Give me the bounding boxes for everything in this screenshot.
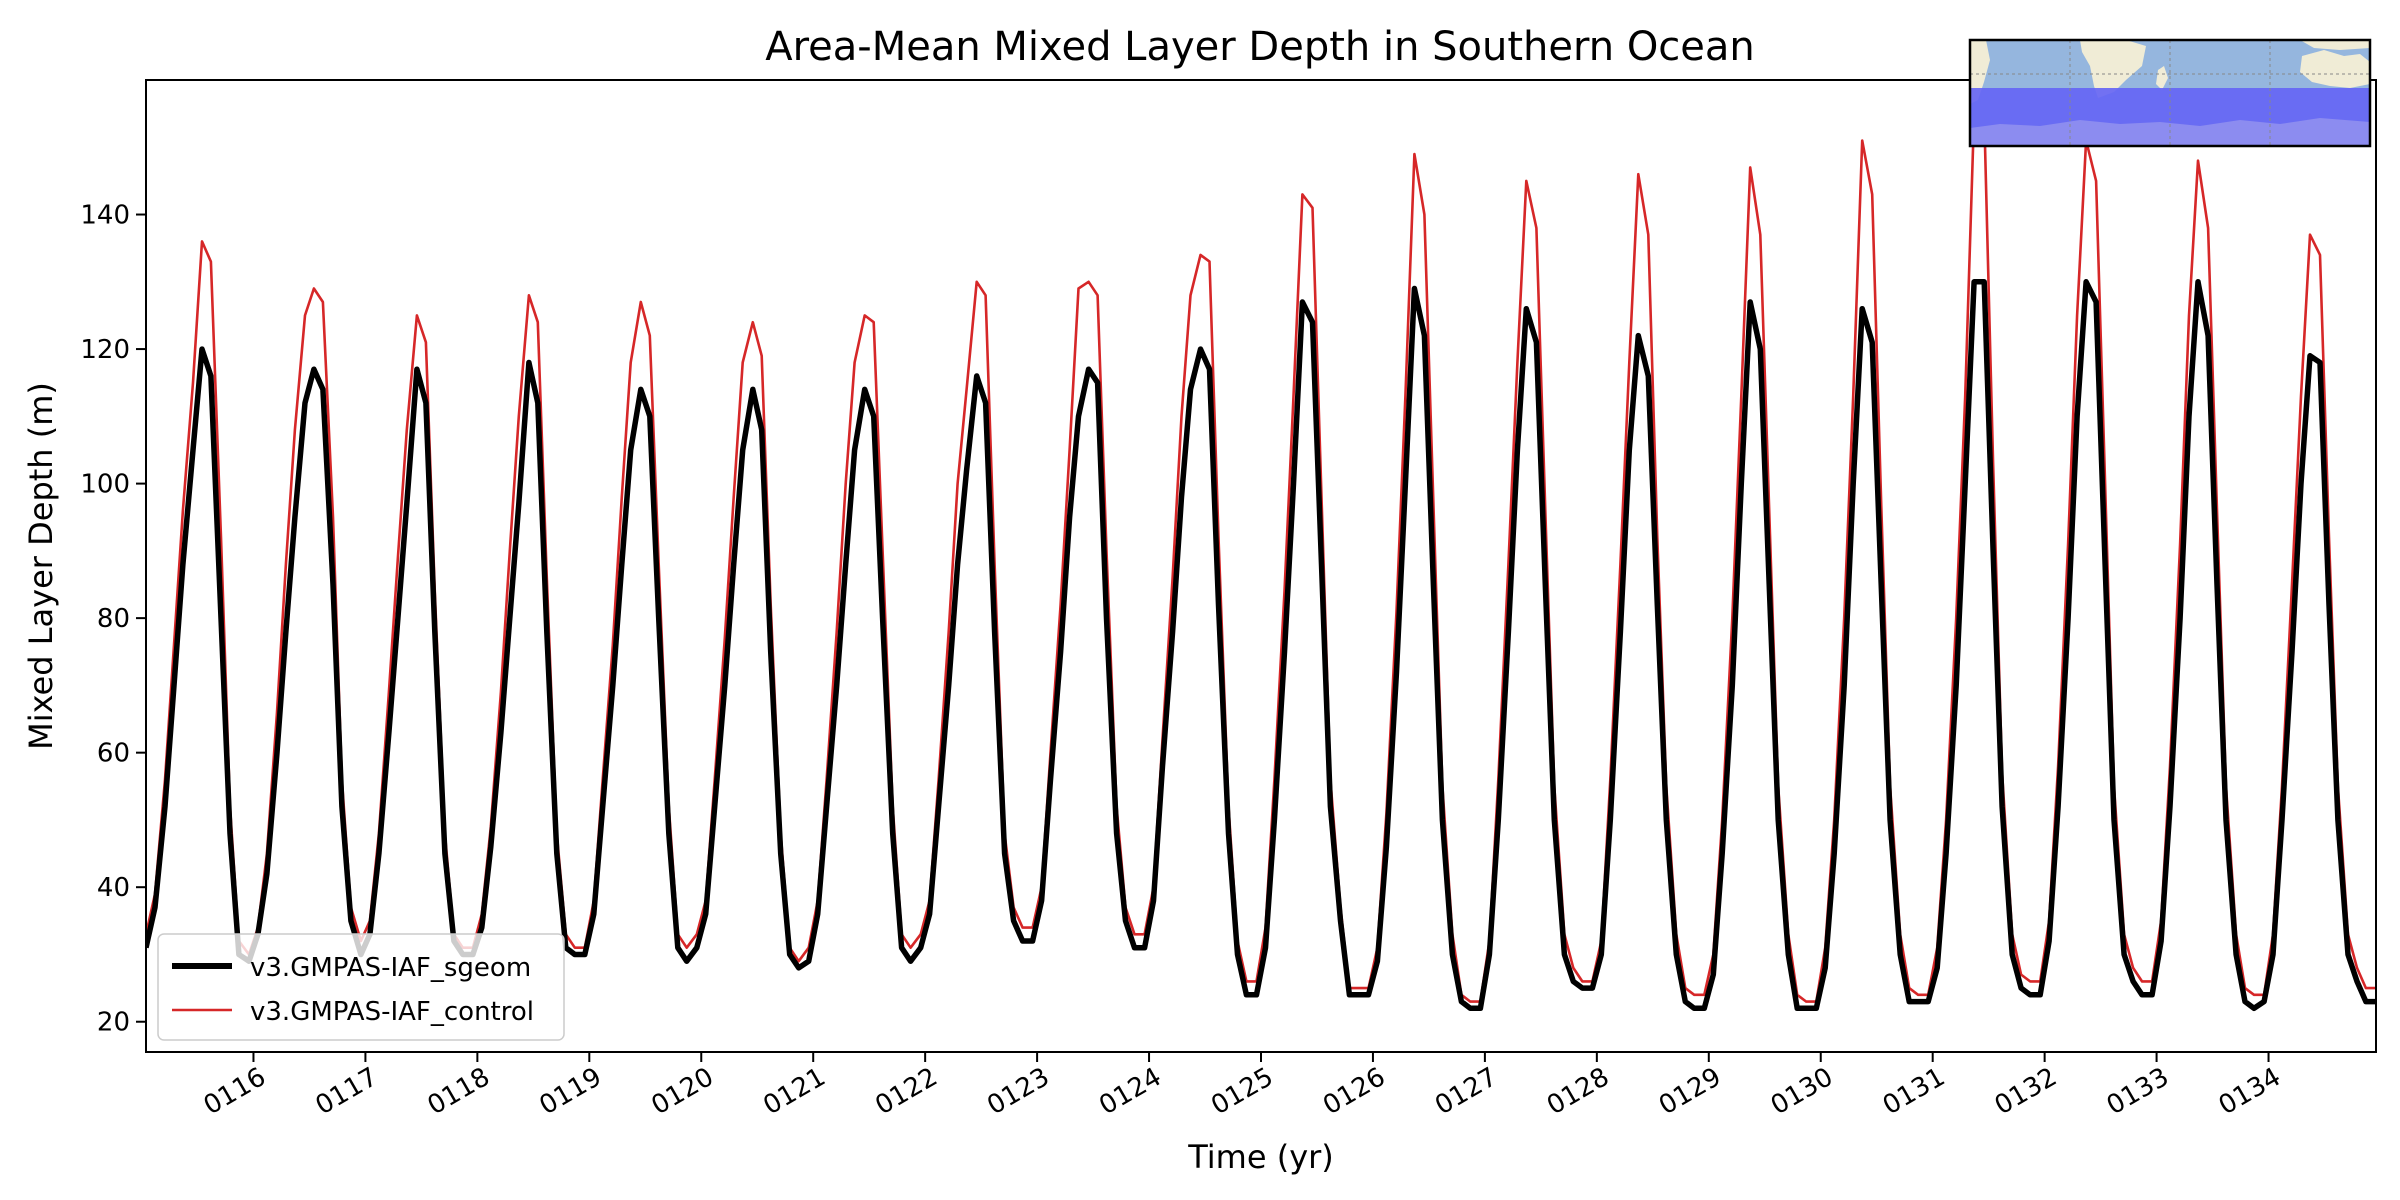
y-tick-label: 60	[97, 739, 130, 769]
data-lines	[146, 112, 2376, 1012]
y-tick-label: 120	[80, 335, 130, 365]
map-land-asia	[2300, 40, 2370, 50]
map-land-madagascar	[2156, 66, 2168, 90]
y-tick-label: 40	[97, 873, 130, 903]
y-tick-label: 20	[97, 1008, 130, 1038]
x-axis-label: Time (yr)	[1187, 1138, 1334, 1176]
legend-label-sgeom: v3.GMPAS-IAF_sgeom	[250, 953, 531, 983]
series-group	[146, 112, 2376, 1012]
map-frame	[1968, 38, 2372, 148]
y-tick-label: 100	[80, 470, 130, 500]
chart-title: Area-Mean Mixed Layer Depth in Southern …	[765, 24, 1755, 70]
legend: v3.GMPAS-IAF_sgeom v3.GMPAS-IAF_control	[157, 933, 565, 1041]
legend-box	[157, 933, 565, 1041]
map-land-africa	[2080, 40, 2146, 98]
map-land-australia	[2300, 50, 2370, 88]
y-axis-label: Mixed Layer Depth (m)	[22, 382, 60, 750]
y-axis-ticks: 20 40 60 80 100 120 140	[80, 201, 146, 1038]
y-tick-label: 80	[97, 604, 130, 634]
series-line-sgeom	[146, 279, 2376, 1012]
inset-region-map	[1968, 38, 2372, 148]
legend-label-control: v3.GMPAS-IAF_control	[250, 997, 534, 1027]
y-tick-label: 140	[80, 201, 130, 231]
